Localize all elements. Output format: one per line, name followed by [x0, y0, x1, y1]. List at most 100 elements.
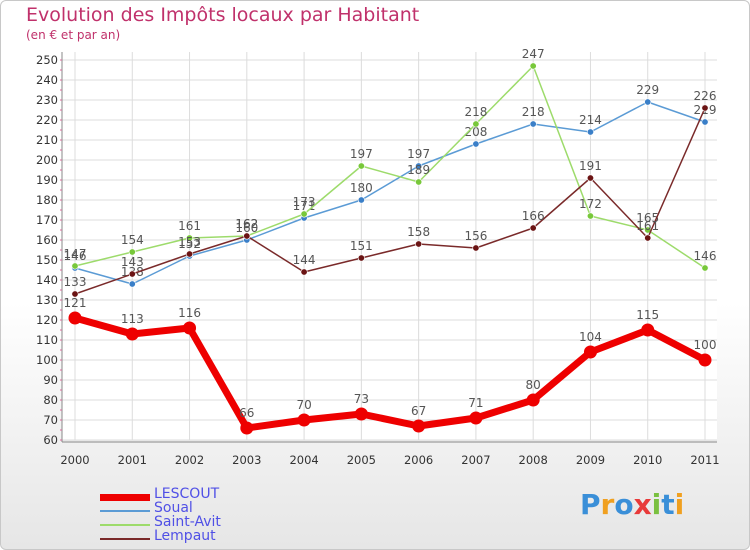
data-label-saint-avit: 247 [522, 47, 545, 61]
y-tick-label: 80 [43, 393, 58, 407]
data-label-saint-avit: 189 [407, 163, 430, 177]
y-tick-label: 90 [43, 373, 58, 387]
data-label-soual: 152 [178, 237, 201, 251]
data-point-lempaut [529, 224, 537, 232]
data-point-soual [529, 120, 537, 128]
data-point-saint-avit [472, 120, 480, 128]
data-label-lescout: 66 [239, 406, 254, 420]
data-point-lempaut [701, 104, 709, 112]
data-label-lempaut: 151 [350, 239, 373, 253]
legend-swatch [100, 493, 150, 501]
data-label-lescout: 73 [354, 392, 369, 406]
series-line-lescout [74, 314, 707, 432]
legend-label: Soual [154, 500, 193, 516]
data-label-saint-avit: 161 [178, 219, 201, 233]
data-point-soual [644, 98, 652, 106]
y-tick-label: 130 [36, 293, 58, 307]
x-tick-label: 2005 [347, 453, 376, 467]
x-tick-label: 2004 [289, 453, 318, 467]
data-label-lempaut: 144 [293, 253, 316, 267]
proxiti-logo: Proxiti [580, 488, 684, 521]
y-tick-label: 220 [36, 113, 58, 127]
data-label-lescout: 113 [121, 312, 144, 326]
data-label-lempaut: 133 [64, 275, 87, 289]
data-label-saint-avit: 146 [694, 249, 717, 263]
data-point-lempaut [586, 174, 594, 182]
logo-letter: P [580, 488, 601, 521]
data-point-lescout [240, 421, 254, 435]
y-tick-label: 190 [36, 173, 58, 187]
data-label-lescout: 80 [526, 378, 541, 392]
data-point-soual [586, 128, 594, 136]
data-point-lempaut [243, 232, 251, 240]
data-point-lempaut [186, 250, 194, 258]
legend-swatch [100, 538, 150, 540]
data-label-soual: 218 [522, 105, 545, 119]
data-point-saint-avit [529, 62, 537, 70]
x-tick-label: 2008 [519, 453, 548, 467]
y-tick-label: 140 [36, 273, 58, 287]
data-point-lescout [183, 321, 197, 335]
data-point-lescout [68, 311, 82, 325]
data-point-saint-avit [357, 162, 365, 170]
data-point-lescout [297, 413, 311, 427]
y-tick-label: 60 [43, 433, 58, 447]
x-tick-label: 2003 [232, 453, 261, 467]
data-label-lescout: 67 [411, 404, 426, 418]
data-point-lempaut [472, 244, 480, 252]
data-label-soual: 214 [579, 113, 602, 127]
y-tick-label: 210 [36, 133, 58, 147]
chart-subtitle: (en € et par an) [26, 28, 121, 42]
data-label-lescout: 116 [178, 306, 201, 320]
legend-swatch [100, 510, 150, 512]
data-label-lempaut: 153 [178, 235, 201, 249]
data-point-lempaut [128, 270, 136, 278]
data-point-saint-avit [415, 178, 423, 186]
series-line-lempaut [74, 107, 706, 295]
data-point-lescout [641, 323, 655, 337]
data-point-lescout [412, 419, 426, 433]
y-tick-label: 180 [36, 193, 58, 207]
logo-letter: o [614, 488, 634, 521]
chart-title: Evolution des Impôts locaux par Habitant [26, 4, 420, 26]
x-tick-label: 2002 [175, 453, 204, 467]
data-label-saint-avit: 154 [121, 233, 144, 247]
data-label-saint-avit: 218 [464, 105, 487, 119]
y-tick-label: 110 [36, 333, 58, 347]
x-tick-label: 2001 [118, 453, 147, 467]
data-label-saint-avit: 172 [579, 197, 602, 211]
y-tick-label: 70 [43, 413, 58, 427]
data-point-lempaut [300, 268, 308, 276]
data-label-lempaut: 143 [121, 255, 144, 269]
data-label-lempaut: 162 [235, 217, 258, 231]
x-tick-label: 2011 [690, 453, 719, 467]
data-label-lempaut: 161 [636, 219, 659, 233]
data-point-lempaut [71, 290, 79, 298]
x-tick-label: 2006 [404, 453, 433, 467]
data-label-lescout: 115 [636, 308, 659, 322]
y-tick-label: 150 [36, 253, 58, 267]
data-label-soual: 197 [407, 147, 430, 161]
data-point-saint-avit [71, 262, 79, 270]
data-label-lescout: 104 [579, 330, 602, 344]
data-point-lescout [583, 345, 597, 359]
data-label-soual: 180 [350, 181, 373, 195]
data-label-lempaut: 156 [464, 229, 487, 243]
y-tick-label: 230 [36, 93, 58, 107]
data-label-soual: 146 [64, 249, 87, 263]
data-point-soual [357, 196, 365, 204]
y-tick-label: 100 [36, 353, 58, 367]
data-point-soual [415, 162, 423, 170]
y-tick-label: 170 [36, 213, 58, 227]
data-label-saint-avit: 162 [235, 217, 258, 231]
y-tick-label: 120 [36, 313, 58, 327]
data-label-soual: 208 [464, 125, 487, 139]
data-point-lempaut [644, 234, 652, 242]
data-label-lempaut: 226 [694, 89, 717, 103]
legend-label: Saint-Avit [154, 514, 221, 530]
data-label-lempaut: 158 [407, 225, 430, 239]
x-tick-label: 2000 [60, 453, 89, 467]
logo-letter: i [651, 488, 662, 521]
data-point-lescout [698, 353, 712, 367]
